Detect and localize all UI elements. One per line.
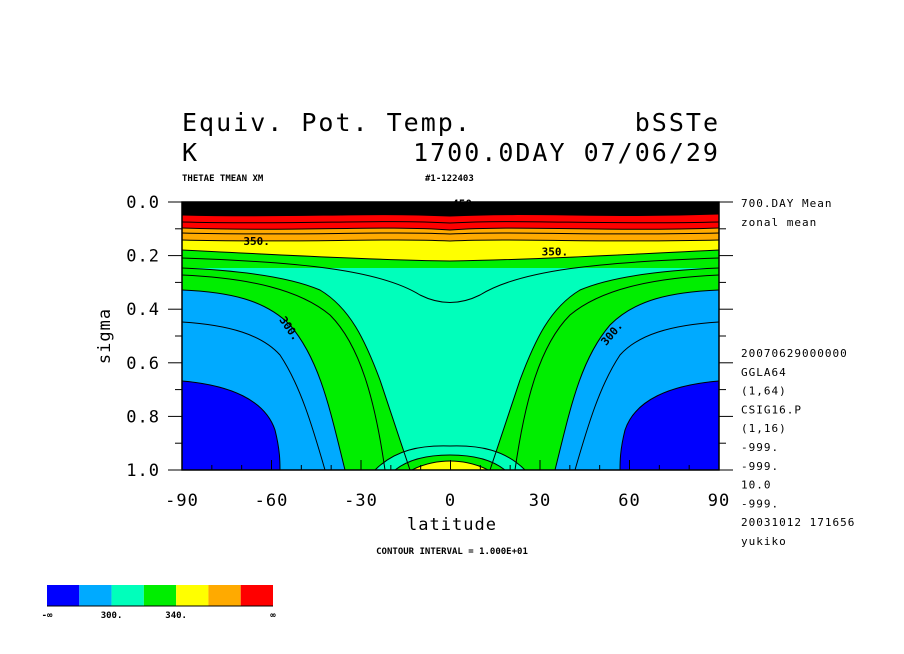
meta-line: 20031012 171656 xyxy=(741,516,855,529)
y-tick-label: 0.8 xyxy=(126,407,160,427)
contour-label: 350. xyxy=(243,235,270,248)
colorbar-label: -∞ xyxy=(42,611,53,621)
contour-line-330-r xyxy=(489,267,719,470)
contour-line-390 xyxy=(182,221,719,224)
colorbar: -∞ 300. 340. ∞ xyxy=(42,585,276,621)
contour-line-320 xyxy=(182,274,386,470)
contour-line-330 xyxy=(182,267,411,470)
fill-lightblue xyxy=(182,290,719,470)
meta-line: (1,16) xyxy=(741,422,787,435)
title-experiment: bSSTe xyxy=(635,108,720,137)
contour-interval: CONTOUR INTERVAL = 1.000E+01 xyxy=(376,547,528,557)
contour-lines xyxy=(182,213,719,470)
colorbar-label: 340. xyxy=(165,611,187,621)
x-tick-label: 60 xyxy=(618,491,640,511)
colorbar-label: ∞ xyxy=(270,611,276,621)
y-tick-label: 0.2 xyxy=(126,247,160,267)
contour-line-380 xyxy=(182,227,719,231)
x-tick-label: 0 xyxy=(445,491,456,511)
y-tick-label: 0.6 xyxy=(126,354,160,374)
title-date: 1700.0DAY 07/06/29 xyxy=(413,138,720,167)
fill-blue xyxy=(182,381,719,470)
contour-line-400 xyxy=(182,213,719,217)
y-tick-label: 1.0 xyxy=(126,461,160,481)
contour-line-290-r xyxy=(619,380,719,470)
y-tick-label: 0.0 xyxy=(126,193,160,213)
x-axis-label: latitude xyxy=(407,515,497,535)
colorbar-label: 300. xyxy=(101,611,123,621)
zonal-mean-label: zonal mean xyxy=(741,216,817,229)
contour-label: 450. xyxy=(452,197,479,210)
meta-line: (1,64) xyxy=(741,385,787,398)
meta-line: -999. xyxy=(741,460,779,473)
x-tick-label: -60 xyxy=(255,491,289,511)
x-tick-label: -90 xyxy=(165,491,199,511)
contour-line-310-r xyxy=(554,289,719,470)
meta-line: -999. xyxy=(741,441,779,454)
subtitle-var: THETAE TMEAN XM xyxy=(182,174,264,184)
meta-line: CSIG16.P xyxy=(741,403,802,416)
fill-cyan xyxy=(182,268,719,470)
meta-line: 20070629000000 xyxy=(741,347,848,360)
y-tick-label: 0.4 xyxy=(126,300,160,320)
colorbar-swatch xyxy=(79,585,112,606)
colorbar-swatch xyxy=(240,585,273,606)
title-variable: Equiv. Pot. Temp. xyxy=(182,108,472,137)
colorbar-swatch xyxy=(143,585,177,606)
y-axis-label: sigma xyxy=(95,308,115,364)
contour-label: 350. xyxy=(542,246,569,259)
x-tick-label: -30 xyxy=(344,491,378,511)
colorbar-swatch xyxy=(176,585,209,606)
contour-labels: 300. 300.350.350.450. xyxy=(243,197,625,348)
contour-line-290 xyxy=(182,380,281,470)
title-units: K xyxy=(182,138,199,167)
meta-line: yukiko xyxy=(741,535,787,548)
contour-line-300-r xyxy=(574,321,719,470)
y-axis: 0.0 0.2 0.4 0.6 0.8 1.0 xyxy=(126,193,733,481)
contour-line-370 xyxy=(182,232,719,235)
meta-line: 10.0 xyxy=(741,479,772,492)
contour-line-300 xyxy=(182,321,326,470)
contour-line-bottom-2 xyxy=(394,454,506,470)
x-axis: -90 -60 -30 0 30 60 90 xyxy=(165,202,730,511)
meta-line: GGLA64 xyxy=(741,366,787,379)
meta-line: -999. xyxy=(741,497,779,510)
contour-line-320-r xyxy=(514,274,719,470)
contour-line-340 xyxy=(182,257,719,303)
contour-line-bottom-1 xyxy=(374,445,526,470)
meta-info: 20070629000000 GGLA64 (1,64) CSIG16.P (1,16)… xyxy=(741,347,855,548)
subtitle-id: #1-122403 xyxy=(425,174,474,184)
contour-line-360 xyxy=(182,239,719,242)
mean-label: 700.DAY Mean xyxy=(741,197,832,210)
colorbar-swatch xyxy=(47,585,80,606)
x-tick-label: 90 xyxy=(708,491,730,511)
contour-line-350 xyxy=(182,249,719,262)
contour-line-310 xyxy=(182,289,346,470)
x-tick-label: 30 xyxy=(529,491,551,511)
colorbar-swatch xyxy=(208,585,241,606)
colorbar-swatch xyxy=(111,585,144,606)
